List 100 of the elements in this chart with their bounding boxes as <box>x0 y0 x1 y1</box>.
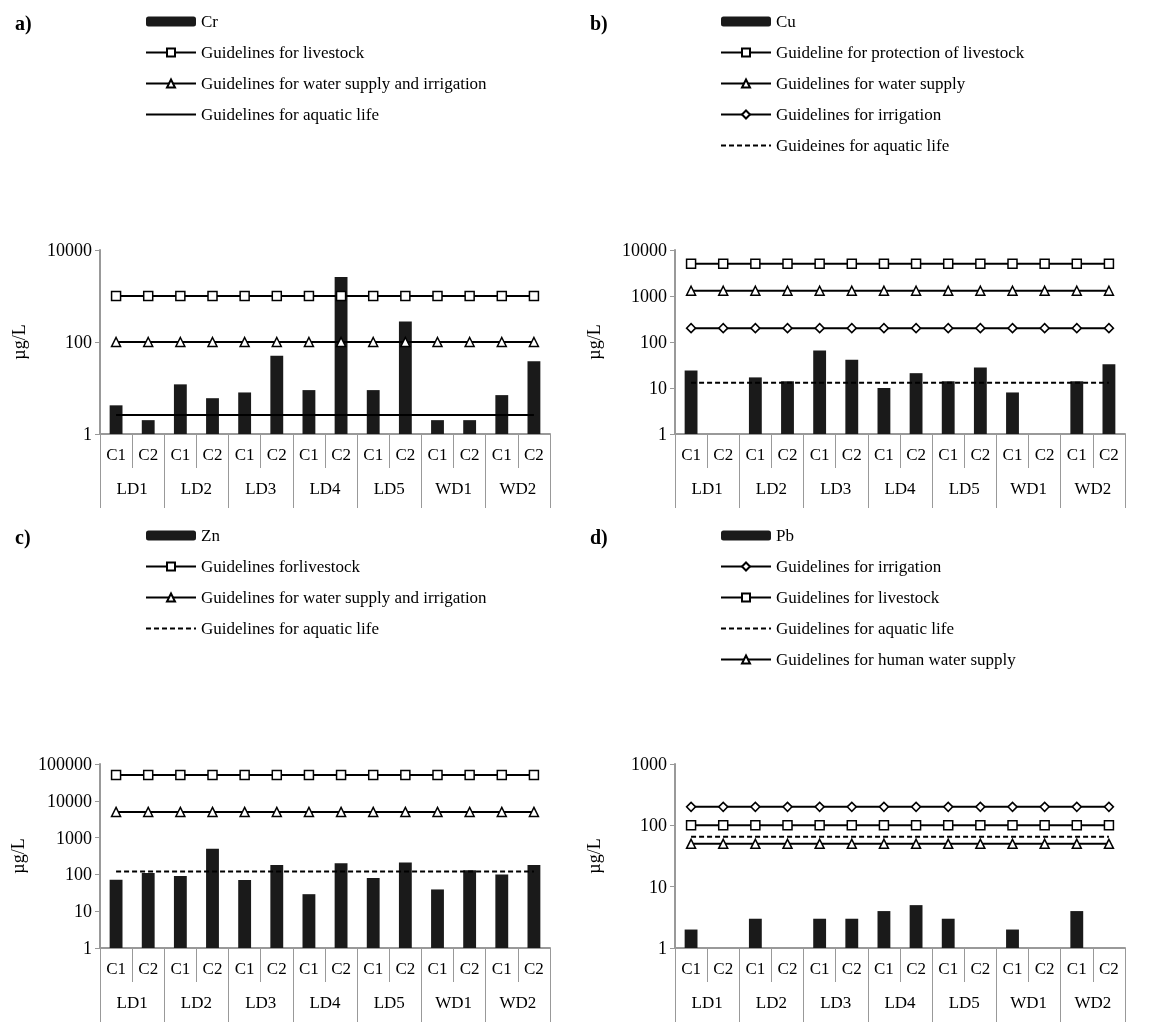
legend-label: Guidelines for aquatic life <box>201 105 379 124</box>
chart-title: a) <box>15 12 32 35</box>
point <box>717 820 729 831</box>
text: LD4 <box>884 479 917 498</box>
point <box>846 801 858 813</box>
legend-label: Cr <box>201 12 219 31</box>
legend-label: Zn <box>201 526 221 545</box>
x-tick-label: C2 <box>713 959 734 978</box>
x-tick-label: C2 <box>1034 445 1055 464</box>
x-tick-label: C1 <box>1066 959 1087 978</box>
text: LD1 <box>691 479 723 498</box>
point <box>1071 258 1083 270</box>
legend-label: Guidelines for aquatic life <box>776 619 954 638</box>
x-tick-label: C1 <box>491 959 512 978</box>
x-tick-label: C2 <box>395 445 416 464</box>
y-tick-label: 1 <box>83 938 92 958</box>
point <box>910 801 922 813</box>
legend-label: Guidelines for water supply and irrigation <box>201 588 488 607</box>
text: LD2 <box>755 993 788 1012</box>
x-tick-label: C1 <box>234 445 255 464</box>
point <box>1039 801 1050 813</box>
x-tick-label: C1 <box>681 959 701 978</box>
y-axis-title: µg/L <box>8 838 29 874</box>
x-tick-label: C1 <box>234 959 255 978</box>
x-tick-label: C1 <box>938 959 959 978</box>
x-tick-label: C1 <box>427 445 448 464</box>
x-tick-label: C1 <box>809 445 830 464</box>
y-axis-title: µg/L <box>9 324 29 360</box>
point <box>942 820 954 831</box>
point <box>1007 322 1018 334</box>
point <box>1039 258 1050 270</box>
text: LD4 <box>884 993 917 1012</box>
point <box>750 820 761 831</box>
text: WD1 <box>1010 479 1047 498</box>
y-tick-label: 1 <box>83 424 92 444</box>
legend-label: Guidelines for water supply and irrigation <box>201 74 488 93</box>
point <box>685 838 697 850</box>
point <box>750 322 761 334</box>
point <box>1103 258 1115 270</box>
chart-title: d) <box>590 526 608 549</box>
point <box>1103 801 1115 813</box>
text: LD5 <box>373 993 405 1012</box>
point <box>782 258 793 270</box>
y-tick-label: 1 <box>658 424 667 444</box>
point <box>685 285 697 297</box>
y-axis-title: µg/L <box>584 838 604 874</box>
x-tick-label: C2 <box>524 445 544 464</box>
x-tick-label: C1 <box>1066 445 1087 464</box>
x-tick-label: C1 <box>938 445 959 464</box>
x-tick-label: C1 <box>681 445 701 464</box>
x-tick-label: C2 <box>331 959 351 978</box>
point <box>975 258 986 270</box>
chart-title: b) <box>590 12 608 35</box>
point <box>750 258 761 270</box>
x-tick-label: C1 <box>106 959 126 978</box>
point <box>750 801 761 813</box>
point <box>814 322 825 334</box>
x-tick-label: C1 <box>745 959 766 978</box>
x-tick-label: C1 <box>170 445 191 464</box>
x-tick-label: C2 <box>777 445 798 464</box>
x-tick-label: C1 <box>299 445 319 464</box>
point <box>878 258 890 270</box>
legend-label: Cu <box>776 12 797 31</box>
x-tick-label: C1 <box>363 959 384 978</box>
point <box>685 820 697 831</box>
point <box>782 820 793 831</box>
x-tick-label: C1 <box>809 959 830 978</box>
point <box>910 820 922 831</box>
y-tick-label: 10 <box>649 378 667 398</box>
text: LD5 <box>948 479 980 498</box>
x-tick-label: C1 <box>745 445 766 464</box>
point <box>910 838 922 850</box>
x-tick-label: C1 <box>491 445 512 464</box>
x-tick-label: C1 <box>874 959 894 978</box>
point <box>1007 801 1018 813</box>
x-tick-label: C2 <box>395 959 416 978</box>
y-tick-label: 10 <box>74 901 92 922</box>
text: LD2 <box>180 479 213 498</box>
y-tick-label: 1 <box>658 938 667 958</box>
text: WD2 <box>499 479 537 498</box>
x-tick-label: C2 <box>202 959 223 978</box>
y-tick-label: 10000 <box>47 790 92 811</box>
point <box>814 801 825 813</box>
point <box>1039 322 1050 334</box>
text: WD1 <box>435 479 472 498</box>
text: LD4 <box>309 993 342 1012</box>
legend-label: Guideline for protection of livestock <box>776 43 1025 62</box>
point <box>717 322 729 334</box>
text: LD5 <box>948 993 980 1012</box>
legend-label: Guidelines forlivestock <box>201 557 361 576</box>
point <box>942 258 954 270</box>
point <box>1007 838 1018 850</box>
text: WD2 <box>499 993 537 1012</box>
x-tick-label: C1 <box>170 959 191 978</box>
text: LD5 <box>373 479 405 498</box>
x-tick-label: C2 <box>970 959 991 978</box>
x-tick-label: C2 <box>777 959 798 978</box>
point <box>685 258 697 270</box>
legend-label: Guidelines for irrigation <box>776 105 942 124</box>
point <box>1039 820 1050 831</box>
